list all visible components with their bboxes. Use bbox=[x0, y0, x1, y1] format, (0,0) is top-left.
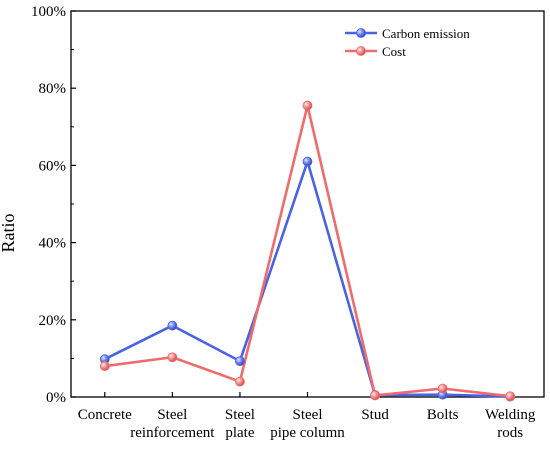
data-point bbox=[370, 390, 380, 401]
data-point bbox=[235, 356, 245, 367]
data-point bbox=[505, 391, 516, 402]
x-tick-label: plate bbox=[225, 425, 254, 441]
data-point bbox=[167, 352, 178, 363]
x-tick-label: Concrete bbox=[78, 407, 132, 423]
series-line bbox=[104, 160, 511, 398]
series-line bbox=[104, 104, 511, 398]
data-point bbox=[99, 361, 110, 372]
legend-marker bbox=[356, 28, 366, 38]
legend: Carbon emission Cost bbox=[345, 26, 470, 59]
series-layer bbox=[99, 100, 516, 402]
y-tick-label: 0% bbox=[46, 390, 66, 406]
legend-label: Cost bbox=[382, 44, 406, 59]
y-axis: 0% 20% 40% 60% 80% 100% bbox=[31, 4, 76, 406]
x-tick-label: pipe column bbox=[270, 425, 345, 441]
data-point bbox=[302, 100, 313, 111]
x-tick-label: Stud bbox=[361, 407, 389, 423]
plot-frame bbox=[70, 10, 545, 398]
y-tick-label: 100% bbox=[31, 4, 66, 20]
y-tick-label: 40% bbox=[39, 236, 67, 252]
legend-marker bbox=[356, 46, 366, 56]
data-point bbox=[167, 320, 178, 331]
data-point bbox=[235, 376, 245, 387]
x-axis: Concrete Steel reinforcement Steel plate Stee… bbox=[78, 392, 536, 441]
y-axis-title: Ratio bbox=[0, 214, 18, 253]
data-point bbox=[437, 383, 448, 394]
x-tick-label: Bolts bbox=[427, 407, 459, 423]
plot-area-border bbox=[70, 10, 545, 398]
x-tick-label: rods bbox=[497, 425, 523, 441]
data-point bbox=[302, 156, 313, 167]
legend-label: Carbon emission bbox=[382, 26, 470, 41]
x-tick-label: Steel bbox=[293, 407, 323, 423]
x-tick-label: reinforcement bbox=[130, 425, 215, 441]
x-tick-label: Welding bbox=[485, 407, 536, 423]
x-tick-label: Steel bbox=[157, 407, 187, 423]
y-tick-label: 20% bbox=[39, 313, 67, 329]
y-tick-label: 60% bbox=[39, 158, 67, 174]
y-tick-label: 80% bbox=[39, 81, 67, 97]
x-tick-label: Steel bbox=[225, 407, 255, 423]
